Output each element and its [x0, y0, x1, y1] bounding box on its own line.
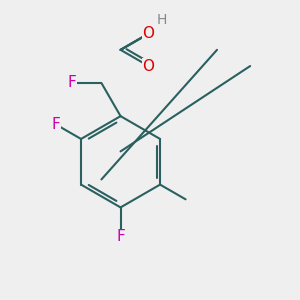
- Text: O: O: [142, 58, 154, 74]
- Text: F: F: [51, 117, 60, 132]
- Text: H: H: [157, 14, 167, 27]
- Text: O: O: [142, 26, 154, 41]
- Text: F: F: [116, 230, 125, 244]
- Text: F: F: [68, 76, 76, 91]
